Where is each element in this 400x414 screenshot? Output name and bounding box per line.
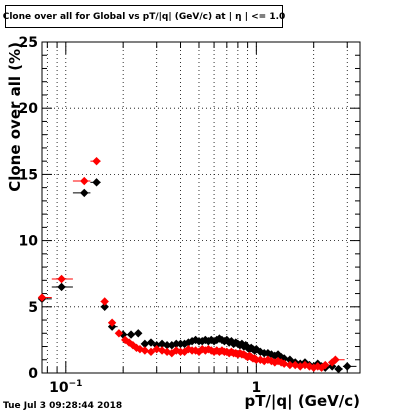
y-tick-label: 5 [28,300,38,316]
data-point [198,344,207,354]
data-point [107,318,117,327]
data-point [331,355,340,364]
data-point [92,156,101,166]
data-point [126,330,136,339]
x-tick-label: 1 [251,380,261,396]
data-point [204,344,213,354]
data-point [57,282,66,292]
data-point [100,297,109,306]
data-point [321,360,330,370]
data-point [80,188,89,198]
data-point [167,348,176,358]
y-tick-label: 10 [19,234,39,250]
data-point [162,340,172,350]
y-axis-title: Clone over all (%) [6,42,24,192]
grid [42,42,360,373]
y-tick-label: 20 [19,101,39,117]
x-axis-title: pT/|q| (GeV/c) [244,392,360,411]
data-point [134,329,143,338]
data-point [37,293,47,302]
data-point [140,339,150,349]
chart-title: Clone over all for Global vs pT/|q| (GeV… [3,5,285,28]
data-point [57,274,66,284]
data-point [285,360,295,370]
data-point [140,346,150,355]
data-point [334,364,343,374]
data-point [80,176,89,186]
axis-ticks [42,41,360,374]
data-point [132,343,141,353]
data-point [172,339,181,349]
series-1 [37,156,345,372]
series-0 [37,178,357,374]
data-point [167,340,176,350]
data-point [279,359,289,368]
data-point [343,362,352,371]
data-point [100,302,109,311]
timestamp: Tue Jul 3 09:28:44 2018 [3,401,123,411]
y-tick-label: 25 [19,35,38,51]
data-points [37,156,357,374]
tick-labels: 0 5 10 15 20 25 10−1 1 [19,35,262,396]
x-tick-label: 10−1 [49,379,82,396]
data-point [198,337,207,346]
plot-frame [41,41,361,374]
y-tick-label: 0 [28,366,38,382]
y-tick-label: 15 [19,167,38,183]
data-point [204,337,213,346]
data-point [92,178,101,187]
data-point [114,329,124,338]
